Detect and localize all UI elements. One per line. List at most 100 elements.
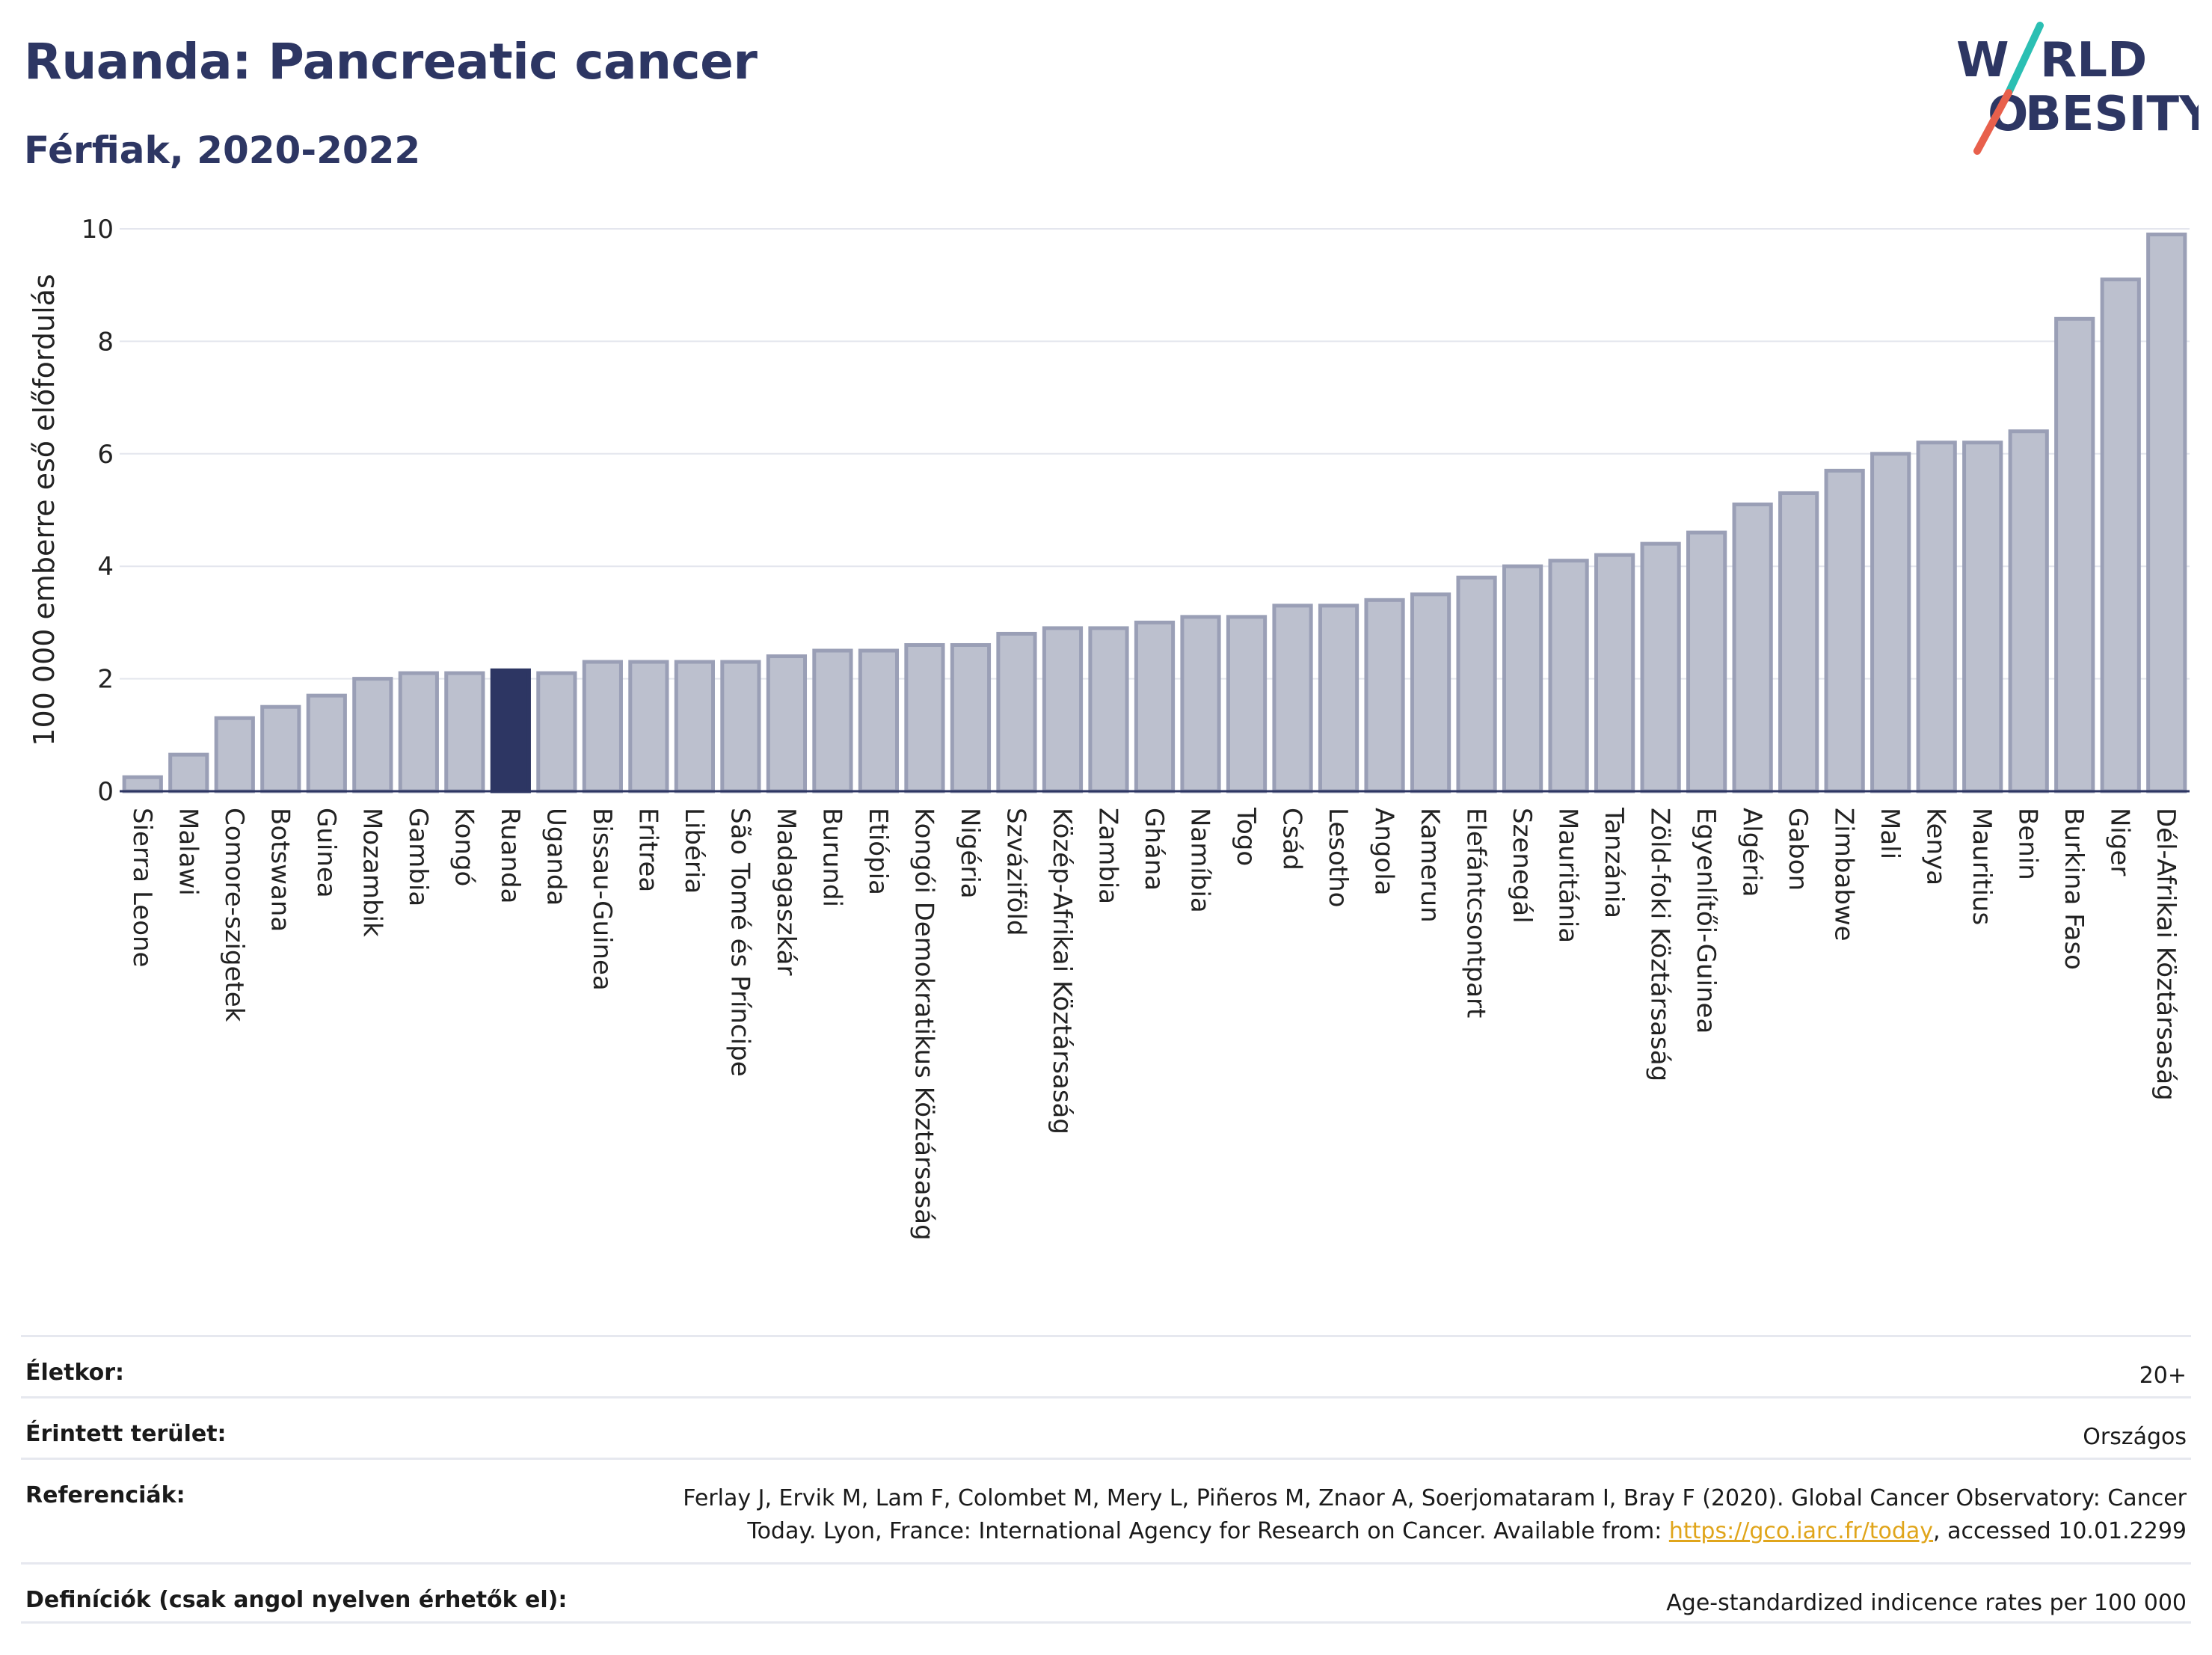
age-value: 20+: [2139, 1363, 2187, 1389]
references-text-1: Ferlay J, Ervik M, Lam F, Colombet M, Me…: [683, 1485, 2187, 1511]
x-tick-label: Mali: [1875, 808, 1905, 859]
x-tick-label: Szváziföld: [1001, 808, 1030, 936]
references-link[interactable]: https://gco.iarc.fr/today: [1668, 1518, 1934, 1544]
x-tick-label: Guinea: [311, 808, 341, 898]
metadata-table: Életkor: 20+ Érintett terület: Országos …: [21, 1335, 2191, 1624]
bar-angola: [1364, 598, 1405, 793]
x-tick-label: Közép-Afrikai Köztársaság: [1047, 808, 1077, 1134]
x-tick-label: Zöld-foki Köztársaság: [1645, 808, 1675, 1081]
x-tick-label: Csád: [1277, 808, 1307, 871]
bar-mozambik: [352, 677, 393, 793]
x-tick-label: Mauritius: [1967, 808, 1997, 925]
x-tick-label: Madagaszkár: [771, 808, 801, 975]
y-tick-label: 10: [82, 215, 114, 245]
bar-uganda: [536, 671, 577, 793]
bar-comore-szigetek: [214, 716, 255, 793]
bar-libéria: [674, 660, 715, 793]
meta-row-age: Életkor: 20+: [21, 1335, 2191, 1396]
bar-egyenlítői-guinea: [1686, 530, 1727, 793]
bar-zimbabwe: [1824, 468, 1865, 793]
x-tick-label: Egyenlítői-Guinea: [1691, 808, 1721, 1034]
definitions-label: Definíciók (csak angol nyelven érhetők e…: [25, 1587, 568, 1613]
logo-text-besity: BESITY: [2025, 87, 2199, 142]
x-tick-label: Benin: [2013, 808, 2043, 880]
x-tick-label: Uganda: [541, 808, 571, 906]
x-tick-label: Elefántcsontpart: [1461, 808, 1491, 1018]
y-tick-label: 4: [97, 552, 114, 582]
bar-sierra-leone: [122, 775, 163, 793]
x-tick-label: Kongói Demokratikus Köztársaság: [909, 808, 938, 1241]
x-tick-label: Gabon: [1783, 808, 1813, 891]
bar-benin: [2008, 429, 2049, 793]
bar-ghána: [1134, 620, 1176, 793]
x-tick-label: Lesotho: [1323, 808, 1353, 907]
meta-row-definitions: Definíciók (csak angol nyelven érhetők e…: [21, 1562, 2191, 1624]
bar-mali: [1870, 452, 1911, 793]
x-tick-label: Namíbia: [1185, 808, 1215, 913]
logo-slash-top: [2005, 22, 2044, 96]
age-label: Életkor:: [25, 1360, 125, 1386]
x-tick-label: Botswana: [265, 808, 295, 932]
bar-malawi: [168, 752, 209, 793]
bar-madagaszkár: [766, 654, 808, 793]
references-value: Ferlay J, Ervik M, Lam F, Colombet M, Me…: [683, 1482, 2187, 1548]
logo-text-w: W: [1956, 33, 2009, 88]
bar-bissau-guinea: [582, 660, 623, 793]
references-label: Referenciák:: [25, 1482, 185, 1508]
x-tick-label: Ruanda: [495, 808, 525, 903]
bar-gabon: [1778, 491, 1819, 793]
x-tick-label: Algéria: [1737, 808, 1767, 897]
bar-burundi: [812, 648, 853, 793]
bar-csád: [1272, 604, 1313, 793]
x-tick-label: Kenya: [1921, 808, 1951, 885]
x-tick-label: Burundi: [817, 808, 847, 907]
bar-botswana: [260, 704, 301, 793]
bar-zambia: [1088, 626, 1129, 793]
area-value: Országos: [2083, 1424, 2187, 1450]
x-tick-label: São Tomé és Príncipe: [725, 808, 755, 1077]
bar-gambia: [398, 671, 439, 793]
bar-burkina-faso: [2054, 316, 2095, 793]
bar-niger: [2100, 277, 2141, 793]
bar-zöld-foki-köztársaság: [1640, 541, 1681, 793]
bar-kongó: [444, 671, 485, 793]
x-tick-label: Szenegál: [1507, 808, 1537, 924]
bar-közép-afrikai-köztársaság: [1042, 626, 1084, 793]
bar-dél-afrikai-köztársaság: [2146, 233, 2187, 793]
bar-algéria: [1732, 502, 1773, 793]
bar-szváziföld: [996, 631, 1037, 793]
x-tick-label: Zambia: [1093, 808, 1122, 904]
world-obesity-logo: W RLD O BESITY: [1956, 22, 2199, 155]
area-label: Érintett terület:: [25, 1421, 227, 1447]
x-tick-label: Etiópia: [863, 808, 893, 895]
x-tick-label: Kamerun: [1415, 808, 1445, 923]
x-tick-label: Bissau-Guinea: [587, 808, 617, 991]
bar-kenya: [1916, 440, 1957, 793]
logo-slash-bottom: [1973, 89, 2012, 155]
x-tick-label: Sierra Leone: [127, 808, 157, 967]
bar-ruanda: [490, 668, 531, 793]
y-tick-label: 8: [97, 327, 114, 357]
y-tick-label: 2: [97, 665, 114, 695]
meta-row-area: Érintett terület: Országos: [21, 1396, 2191, 1458]
x-tick-label: Tanzánia: [1599, 807, 1629, 918]
y-tick-label: 6: [97, 440, 114, 470]
x-tick-label: Mozambik: [357, 808, 387, 937]
bar-guinea: [306, 693, 347, 793]
bar-kamerun: [1410, 592, 1451, 793]
page-title: Ruanda: Pancreatic cancer: [24, 33, 758, 90]
bar-nigéria: [950, 642, 992, 793]
x-tick-label: Malawi: [173, 808, 203, 896]
bar-chart: 0 2 4 6 8 10 100 000 emberre eső előfordulás Si…: [28, 215, 2190, 1241]
bar-tanzánia: [1594, 553, 1635, 793]
bar-namíbia: [1180, 615, 1221, 793]
bar-são-tomé-és-príncipe: [720, 660, 761, 793]
bar-eritrea: [628, 660, 669, 793]
meta-row-references: Referenciák: Ferlay J, Ervik M, Lam F, C…: [21, 1458, 2191, 1562]
bar-mauritánia: [1548, 559, 1589, 793]
x-tick-label: Mauritánia: [1553, 808, 1583, 943]
bar-etiópia: [858, 648, 900, 793]
y-axis-label: 100 000 emberre eső előfordulás: [28, 274, 61, 746]
x-tick-label: Kongó: [449, 808, 479, 886]
y-tick-label: 0: [97, 777, 114, 807]
